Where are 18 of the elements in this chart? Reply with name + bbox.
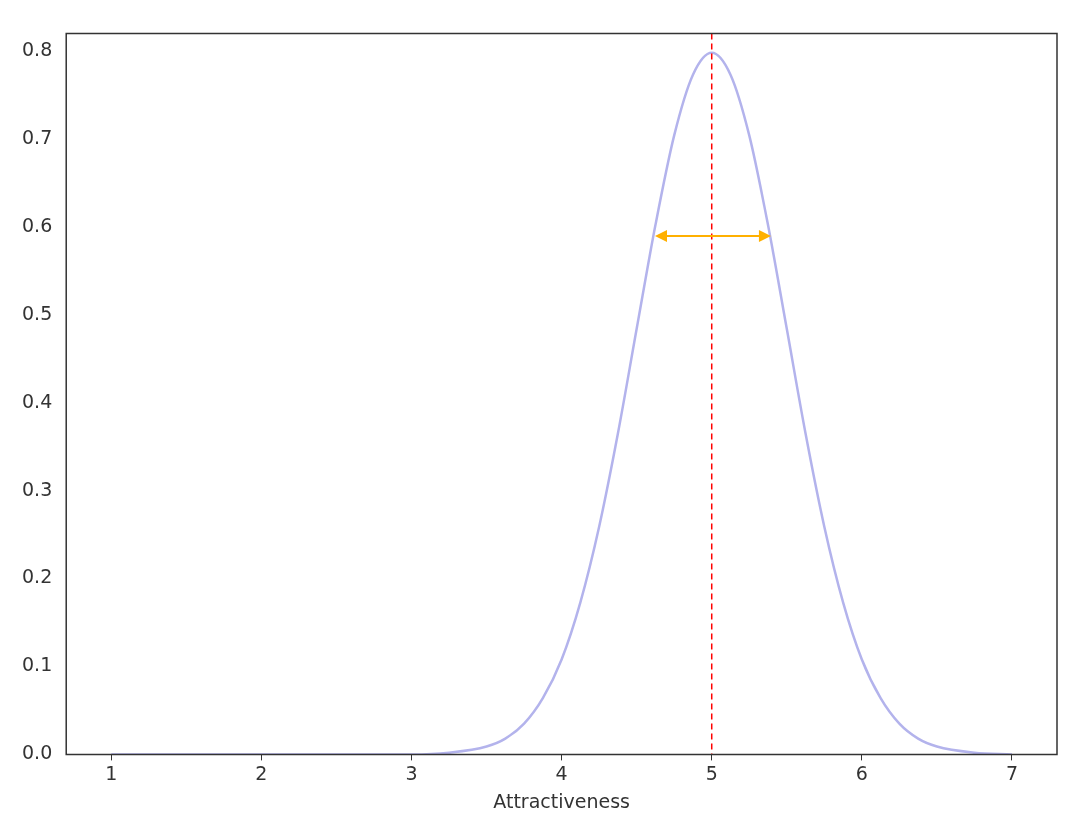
x-tick-label: 4 <box>555 761 568 784</box>
x-tick-label: 5 <box>705 761 718 784</box>
line-series <box>110 51 1014 755</box>
y-tick-label: 0.4 <box>22 389 53 412</box>
x-tick-label: 2 <box>255 761 268 784</box>
x-axis-title: Attractiveness <box>493 789 630 812</box>
y-tick-label: 0.8 <box>22 37 53 60</box>
x-tick-label: 7 <box>1005 761 1019 784</box>
x-tick-label: 1 <box>105 761 118 784</box>
x-tick-label: 3 <box>405 761 418 784</box>
x-tick-label: 6 <box>855 761 868 784</box>
y-tick-label: 0.5 <box>22 301 53 324</box>
y-tick-label: 0.1 <box>22 653 53 676</box>
y-tick-label: 0.0 <box>22 741 53 764</box>
y-tick-label: 0.6 <box>22 213 53 236</box>
y-tick-label: 0.3 <box>22 477 53 500</box>
y-tick-label: 0.2 <box>22 565 53 588</box>
y-tick-label: 0.7 <box>22 125 53 148</box>
